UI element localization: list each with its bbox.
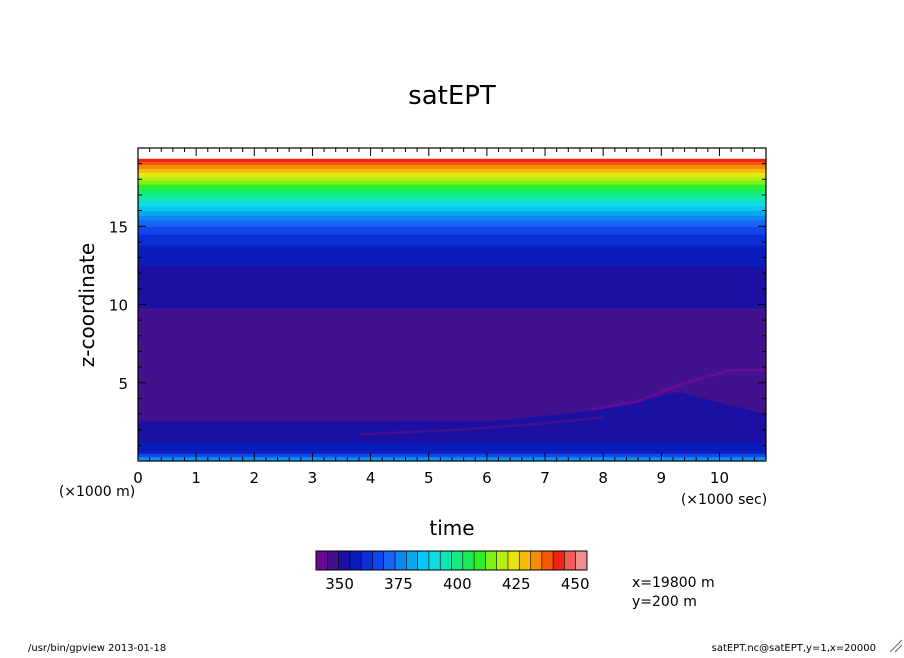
colorbar-label: 350 [325,575,354,593]
colorbar-swatch [417,551,430,570]
x-axis-label: time [429,516,474,540]
contour-band [138,180,766,185]
contour-band [138,453,766,457]
colorbar-swatch [541,551,554,570]
contour-band [138,196,766,202]
contour-band [138,234,766,246]
colorbar-label: 450 [561,575,590,593]
colorbar-swatch [327,551,339,570]
x-tick-label: 9 [657,469,667,487]
colorbar-label: 400 [443,575,472,593]
x-tick-label: 5 [424,469,434,487]
x-tick-label: 4 [366,469,376,487]
contour-band [138,187,766,193]
contour-band [138,226,766,235]
x-axis-unit: (×1000 sec) [681,492,767,508]
contour-band [138,161,766,166]
y-axis-label: z-coordinate [75,243,99,367]
contour-band [138,215,766,221]
contour-streak [358,415,604,436]
x-tick-label: 3 [308,469,318,487]
contour-band [138,210,766,216]
contour-band [138,245,766,266]
contour-band [138,265,766,309]
contour-band [138,191,766,198]
contour-band [138,219,766,227]
colorbar-swatch [530,551,543,570]
colorbar-label: 425 [502,575,531,593]
contour-streak [591,368,766,411]
colorbar-swatch [316,551,328,570]
colorbar-label: 375 [384,575,413,593]
resize-grip-icon[interactable] [889,639,903,653]
y-tick-label: 15 [109,218,128,236]
x-tick-label: 6 [482,469,492,487]
colorbar-swatch [519,551,531,570]
footer-left: /usr/bin/gpview 2013-01-18 [28,643,166,654]
colorbar-swatch [349,551,362,570]
colorbar-swatch [496,551,509,570]
colorbar-swatch [383,551,396,570]
x-tick-label: 2 [250,469,260,487]
colorbar-swatch [462,551,475,570]
plot-area [138,148,766,461]
x-tick-label: 1 [191,469,201,487]
colorbar-swatch [485,551,498,570]
contour-band [138,148,766,159]
colorbar-swatch [564,551,577,570]
colorbar-swatch [553,551,565,570]
colorbar-swatch [406,551,419,570]
colorbar-swatch [575,551,588,570]
colorbar-swatch [474,551,486,570]
contour-band [138,183,766,189]
colorbar-swatch [338,551,351,570]
axis-ticks: 0 1 2 3 4 5 6 7 8 9 10 5 10 15 [109,147,767,487]
contour-band [138,158,766,162]
contour-band [138,168,766,173]
info-y: y=200 m [632,594,697,610]
contour-band [138,176,766,181]
x-tick-label: 8 [598,469,608,487]
contour-band [138,205,766,212]
chart-title: satEPT [408,81,496,111]
x-tick-label: 0 [133,469,143,487]
colorbar-swatch [361,551,373,570]
y-tick-label: 10 [109,297,128,315]
colorbar-frame [315,550,588,571]
colorbar-swatch [395,551,407,570]
info-x: x=19800 m [632,575,715,591]
colorbar-swatch [507,551,520,570]
colorbar-swatch [372,551,385,570]
contour-band [138,442,766,454]
x-tick-label: 10 [710,469,729,487]
y-tick-label: 5 [118,375,128,393]
footer-right: satEPT.nc@satEPT,y=1,x=20000 [712,643,876,654]
colorbar: 350 375 400 425 450 [315,550,590,593]
colorbar-swatch [451,551,464,570]
colorbar-swatch [440,551,452,570]
contour-band [138,201,766,207]
colorbar-swatch [428,551,441,570]
x-tick-label: 7 [540,469,550,487]
contour-band [138,172,766,177]
y-axis-unit: (×1000 m) [59,484,135,500]
contour-band [138,164,766,169]
